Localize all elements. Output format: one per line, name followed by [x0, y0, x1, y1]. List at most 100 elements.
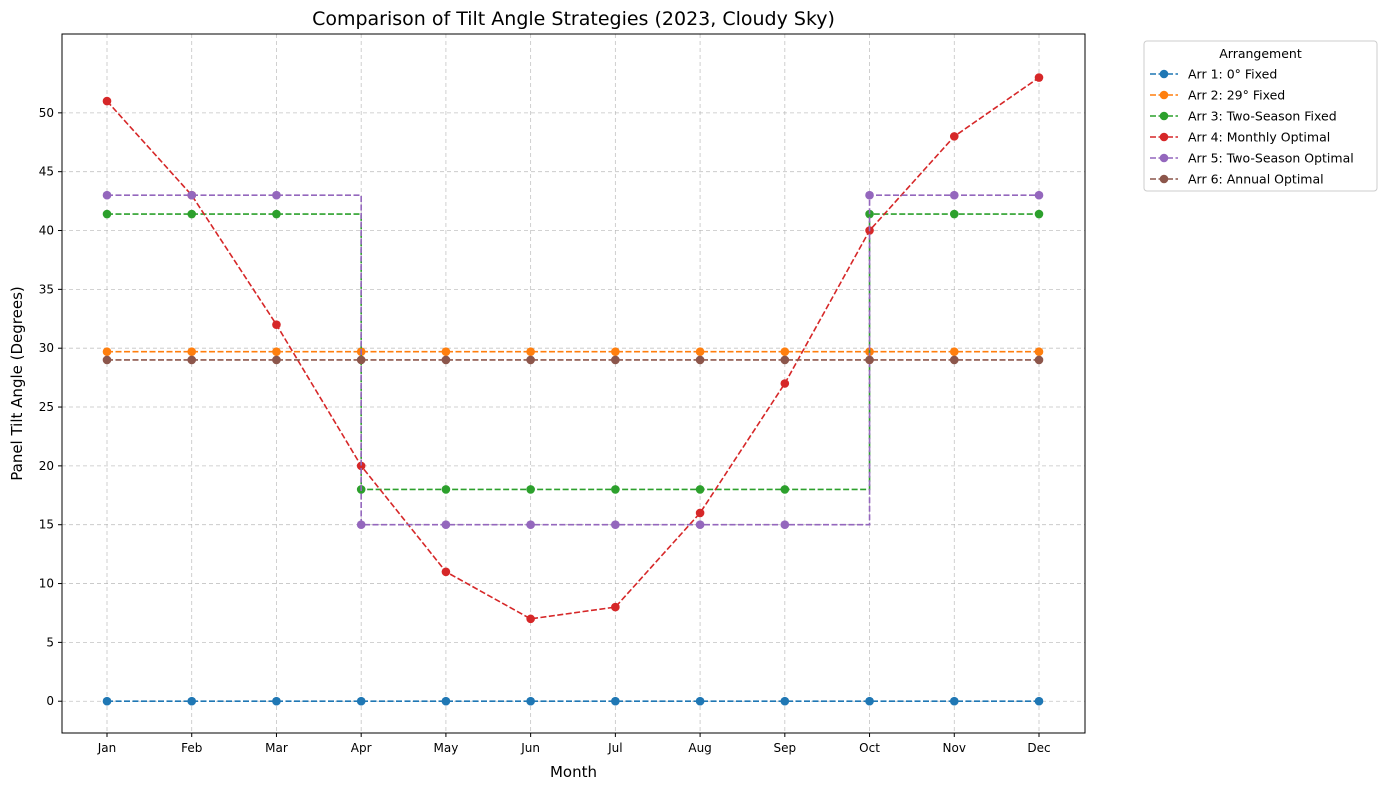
y-tick-label: 5	[46, 635, 54, 649]
legend-item: Arr 2: 29° Fixed	[1150, 88, 1285, 103]
grid-lines	[62, 34, 1085, 733]
x-tick-label: Sep	[774, 741, 797, 755]
data-point	[441, 567, 451, 577]
series-1	[102, 696, 1044, 706]
data-point	[187, 190, 197, 200]
x-tick-label: Aug	[688, 741, 711, 755]
data-point	[611, 696, 620, 706]
legend-swatch-marker	[1159, 69, 1169, 79]
data-point	[780, 379, 790, 388]
data-point	[1034, 209, 1044, 219]
y-tick-label: 45	[39, 165, 54, 179]
data-point	[187, 355, 197, 365]
y-tick-label: 40	[39, 224, 54, 238]
x-tick-label: Feb	[181, 741, 202, 755]
legend-swatch-marker	[1159, 111, 1169, 121]
y-tick-label: 10	[39, 577, 54, 591]
data-point	[695, 347, 705, 357]
data-point	[611, 485, 620, 494]
legend-item: Arr 5: Two-Season Optimal	[1150, 151, 1354, 166]
data-point	[356, 520, 366, 530]
data-point	[272, 320, 281, 329]
series-line	[106, 76, 1040, 620]
x-tick-label: Jun	[520, 741, 540, 755]
data-point	[949, 355, 959, 365]
data-point	[102, 209, 112, 219]
data-point	[865, 696, 874, 706]
data-point	[441, 347, 451, 357]
legend-swatch-marker	[1159, 153, 1169, 163]
legend-box	[1143, 40, 1378, 192]
legend-swatch-marker	[1159, 132, 1169, 142]
y-tick-label: 50	[39, 106, 54, 120]
data-point	[526, 485, 535, 494]
series-line	[107, 194, 1039, 526]
x-tick-label: Jan	[97, 741, 117, 755]
data-point	[187, 696, 197, 706]
y-axis-title: Panel Tilt Angle (Degrees)	[8, 286, 26, 481]
data-point	[356, 461, 366, 471]
data-point	[780, 520, 790, 530]
legend-label: Arr 5: Two-Season Optimal	[1188, 151, 1354, 166]
data-point	[611, 520, 620, 530]
y-tick-label: 35	[39, 282, 54, 296]
data-point	[102, 696, 112, 706]
legend-items: Arr 1: 0° Fixed Arr 2: 29° Fixed Arr 3: Tw…	[1150, 67, 1354, 187]
data-point	[949, 190, 959, 200]
data-point	[272, 209, 281, 219]
series-6	[102, 355, 1044, 365]
data-point	[272, 696, 281, 706]
legend-swatch-marker	[1159, 90, 1169, 100]
data-point	[780, 696, 790, 706]
legend-item: Arr 6: Annual Optimal	[1150, 172, 1324, 187]
legend-item: Arr 4: Monthly Optimal	[1150, 130, 1330, 145]
legend-swatch-marker	[1159, 174, 1169, 184]
data-point	[526, 696, 535, 706]
data-point	[695, 355, 705, 365]
data-point	[1034, 347, 1044, 357]
data-point	[526, 614, 535, 624]
data-point	[356, 696, 366, 706]
series-layer	[102, 73, 1044, 706]
data-point	[695, 485, 705, 494]
legend: Arrangement Arr 1: 0° Fixed Arr 2: 29° Fi…	[1143, 40, 1378, 192]
data-point	[780, 355, 790, 365]
legend-item: Arr 1: 0° Fixed	[1150, 67, 1277, 82]
data-point	[949, 132, 959, 141]
data-point	[441, 520, 451, 530]
legend-label: Arr 1: 0° Fixed	[1188, 67, 1277, 82]
y-tick-label: 30	[39, 341, 54, 355]
data-point	[526, 355, 535, 365]
legend-label: Arr 4: Monthly Optimal	[1188, 130, 1330, 145]
data-point	[695, 520, 705, 530]
data-point	[272, 190, 281, 200]
data-point	[187, 347, 197, 357]
x-tick-label: Apr	[351, 741, 372, 755]
data-point	[780, 485, 790, 494]
data-point	[356, 355, 366, 365]
x-tick-label: Dec	[1027, 741, 1050, 755]
y-axis: 0 5 10 15 20 25 30 35 40 45 50	[39, 106, 62, 708]
y-tick-label: 20	[39, 459, 54, 473]
data-point	[1034, 696, 1044, 706]
data-point	[780, 347, 790, 357]
x-tick-label: May	[434, 741, 459, 755]
legend-item: Arr 3: Two-Season Fixed	[1150, 109, 1337, 124]
data-point	[1034, 355, 1044, 365]
x-tick-label: Oct	[859, 741, 880, 755]
data-point	[526, 520, 535, 530]
chart-title: Comparison of Tilt Angle Strategies (202…	[312, 8, 835, 30]
legend-label: Arr 6: Annual Optimal	[1188, 172, 1324, 187]
data-point	[272, 347, 281, 357]
data-point	[865, 190, 874, 200]
series-5	[102, 190, 1044, 530]
data-point	[611, 355, 620, 365]
data-point	[102, 347, 112, 357]
data-point	[611, 347, 620, 357]
x-axis-title: Month	[550, 763, 597, 781]
data-point	[1034, 73, 1044, 82]
data-point	[695, 696, 705, 706]
data-point	[949, 696, 959, 706]
data-point	[695, 508, 705, 518]
